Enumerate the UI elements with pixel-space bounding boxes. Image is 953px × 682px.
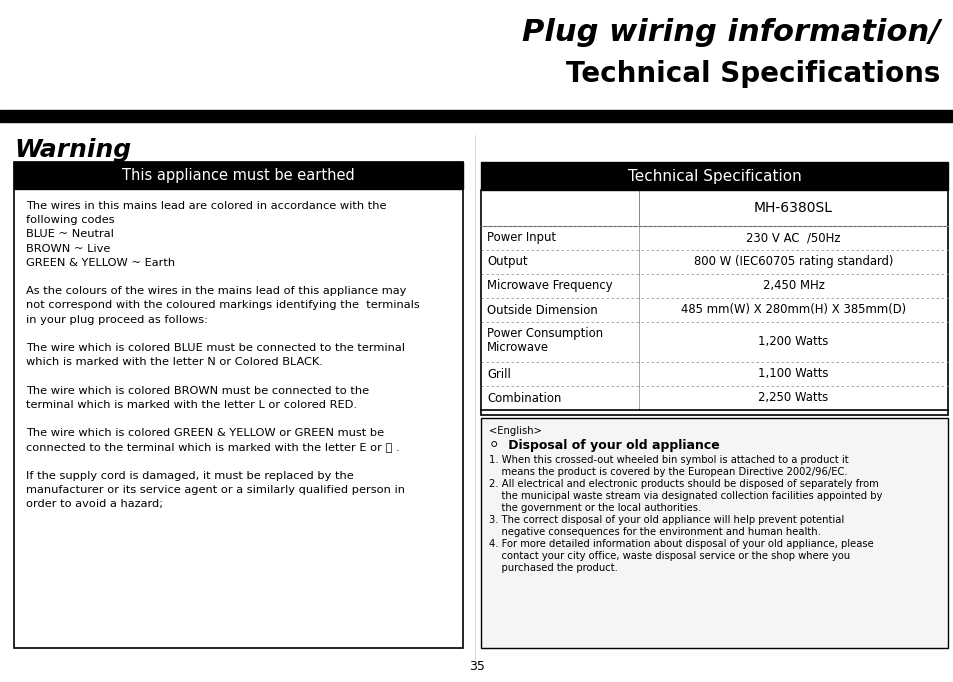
- Bar: [480, 418, 947, 648]
- Text: Warning: Warning: [14, 138, 131, 162]
- Bar: [480, 190, 947, 415]
- Text: As the colours of the wires in the mains lead of this appliance may: As the colours of the wires in the mains…: [26, 286, 406, 296]
- Text: Grill: Grill: [486, 368, 511, 381]
- Text: not correspond with the coloured markings identifying the  terminals: not correspond with the coloured marking…: [26, 300, 419, 310]
- Text: 1. When this crossed-out wheeled bin symbol is attached to a product it: 1. When this crossed-out wheeled bin sym…: [489, 455, 848, 465]
- Text: purchased the product.: purchased the product.: [489, 563, 618, 573]
- Text: BROWN ~ Live: BROWN ~ Live: [26, 243, 111, 254]
- Text: following codes: following codes: [26, 216, 114, 225]
- Text: The wire which is colored BROWN must be connected to the: The wire which is colored BROWN must be …: [26, 385, 369, 396]
- Text: Technical Specification: Technical Specification: [627, 168, 801, 183]
- Text: Microwave: Microwave: [486, 341, 548, 354]
- Text: Combination: Combination: [486, 391, 560, 404]
- Text: the municipal waste stream via designated collection facilities appointed by: the municipal waste stream via designate…: [489, 491, 882, 501]
- Text: in your plug proceed as follows:: in your plug proceed as follows:: [26, 314, 208, 325]
- Text: Technical Specifications: Technical Specifications: [565, 60, 939, 88]
- Text: Power Consumption: Power Consumption: [486, 327, 602, 340]
- Text: 800 W (IEC60705 rating standard): 800 W (IEC60705 rating standard): [693, 256, 892, 269]
- Text: If the supply cord is damaged, it must be replaced by the: If the supply cord is damaged, it must b…: [26, 471, 354, 481]
- Bar: [0, 110, 953, 122]
- Bar: [480, 162, 947, 190]
- Text: <English>: <English>: [489, 426, 541, 436]
- Text: 230 V AC  /50Hz: 230 V AC /50Hz: [745, 231, 840, 245]
- Text: ⚪  Disposal of your old appliance: ⚪ Disposal of your old appliance: [489, 439, 719, 452]
- Text: 2,450 MHz: 2,450 MHz: [761, 280, 823, 293]
- Text: 1,100 Watts: 1,100 Watts: [758, 368, 828, 381]
- Text: 4. For more detailed information about disposal of your old appliance, please: 4. For more detailed information about d…: [489, 539, 873, 549]
- Text: The wires in this mains lead are colored in accordance with the: The wires in this mains lead are colored…: [26, 201, 386, 211]
- Text: 3. The correct disposal of your old appliance will help prevent potential: 3. The correct disposal of your old appl…: [489, 515, 843, 525]
- Bar: [14, 162, 462, 648]
- Text: The wire which is colored GREEN & YELLOW or GREEN must be: The wire which is colored GREEN & YELLOW…: [26, 428, 384, 439]
- Text: the government or the local authorities.: the government or the local authorities.: [489, 503, 700, 513]
- Text: terminal which is marked with the letter L or colored RED.: terminal which is marked with the letter…: [26, 400, 356, 410]
- Text: which is marked with the letter N or Colored BLACK.: which is marked with the letter N or Col…: [26, 357, 322, 367]
- Text: order to avoid a hazard;: order to avoid a hazard;: [26, 499, 163, 509]
- Text: contact your city office, waste disposal service or the shop where you: contact your city office, waste disposal…: [489, 551, 849, 561]
- Text: Output: Output: [486, 256, 527, 269]
- Text: BLUE ~ Neutral: BLUE ~ Neutral: [26, 229, 113, 239]
- Text: 2,250 Watts: 2,250 Watts: [758, 391, 828, 404]
- Text: Plug wiring information/: Plug wiring information/: [521, 18, 939, 47]
- Text: Outside Dimension: Outside Dimension: [486, 303, 598, 316]
- Text: negative consequences for the environment and human health.: negative consequences for the environmen…: [489, 527, 820, 537]
- Text: GREEN & YELLOW ~ Earth: GREEN & YELLOW ~ Earth: [26, 258, 175, 268]
- Text: connected to the terminal which is marked with the letter E or ⏚ .: connected to the terminal which is marke…: [26, 443, 399, 452]
- Text: 2. All electrical and electronic products should be disposed of separately from: 2. All electrical and electronic product…: [489, 479, 878, 489]
- Text: 485 mm(W) X 280mm(H) X 385mm(D): 485 mm(W) X 280mm(H) X 385mm(D): [680, 303, 905, 316]
- Text: Microwave Frequency: Microwave Frequency: [486, 280, 612, 293]
- Text: The wire which is colored BLUE must be connected to the terminal: The wire which is colored BLUE must be c…: [26, 343, 405, 353]
- Text: MH-6380SL: MH-6380SL: [753, 201, 832, 215]
- Bar: [14, 162, 462, 189]
- Text: 35: 35: [469, 660, 484, 673]
- Text: 1,200 Watts: 1,200 Watts: [758, 336, 828, 349]
- Text: means the product is covered by the European Directive 2002/96/EC.: means the product is covered by the Euro…: [489, 467, 846, 477]
- Text: Power Input: Power Input: [486, 231, 556, 245]
- Text: manufacturer or its service agent or a similarly qualified person in: manufacturer or its service agent or a s…: [26, 485, 405, 495]
- Text: This appliance must be earthed: This appliance must be earthed: [122, 168, 355, 183]
